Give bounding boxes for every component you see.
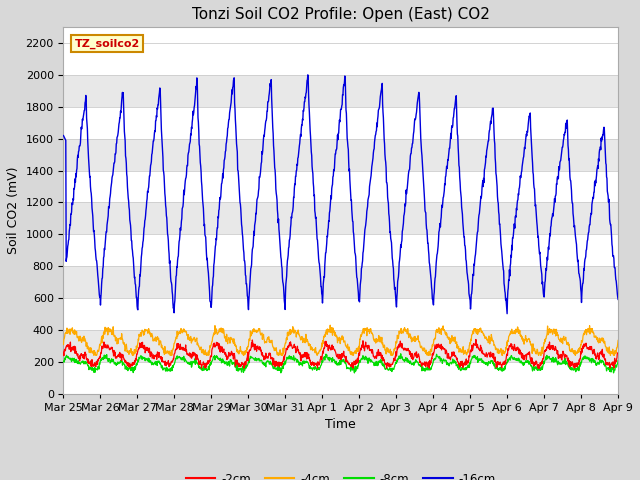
Bar bbox=[63, 203, 618, 234]
Text: TZ_soilco2: TZ_soilco2 bbox=[75, 38, 140, 48]
Y-axis label: Soil CO2 (mV): Soil CO2 (mV) bbox=[7, 167, 20, 254]
X-axis label: Time: Time bbox=[325, 418, 356, 431]
Bar bbox=[63, 139, 618, 170]
Legend: -2cm, -4cm, -8cm, -16cm: -2cm, -4cm, -8cm, -16cm bbox=[181, 468, 500, 480]
Bar bbox=[63, 266, 618, 298]
Bar bbox=[63, 75, 618, 107]
Title: Tonzi Soil CO2 Profile: Open (East) CO2: Tonzi Soil CO2 Profile: Open (East) CO2 bbox=[192, 7, 490, 22]
Bar bbox=[63, 330, 618, 362]
